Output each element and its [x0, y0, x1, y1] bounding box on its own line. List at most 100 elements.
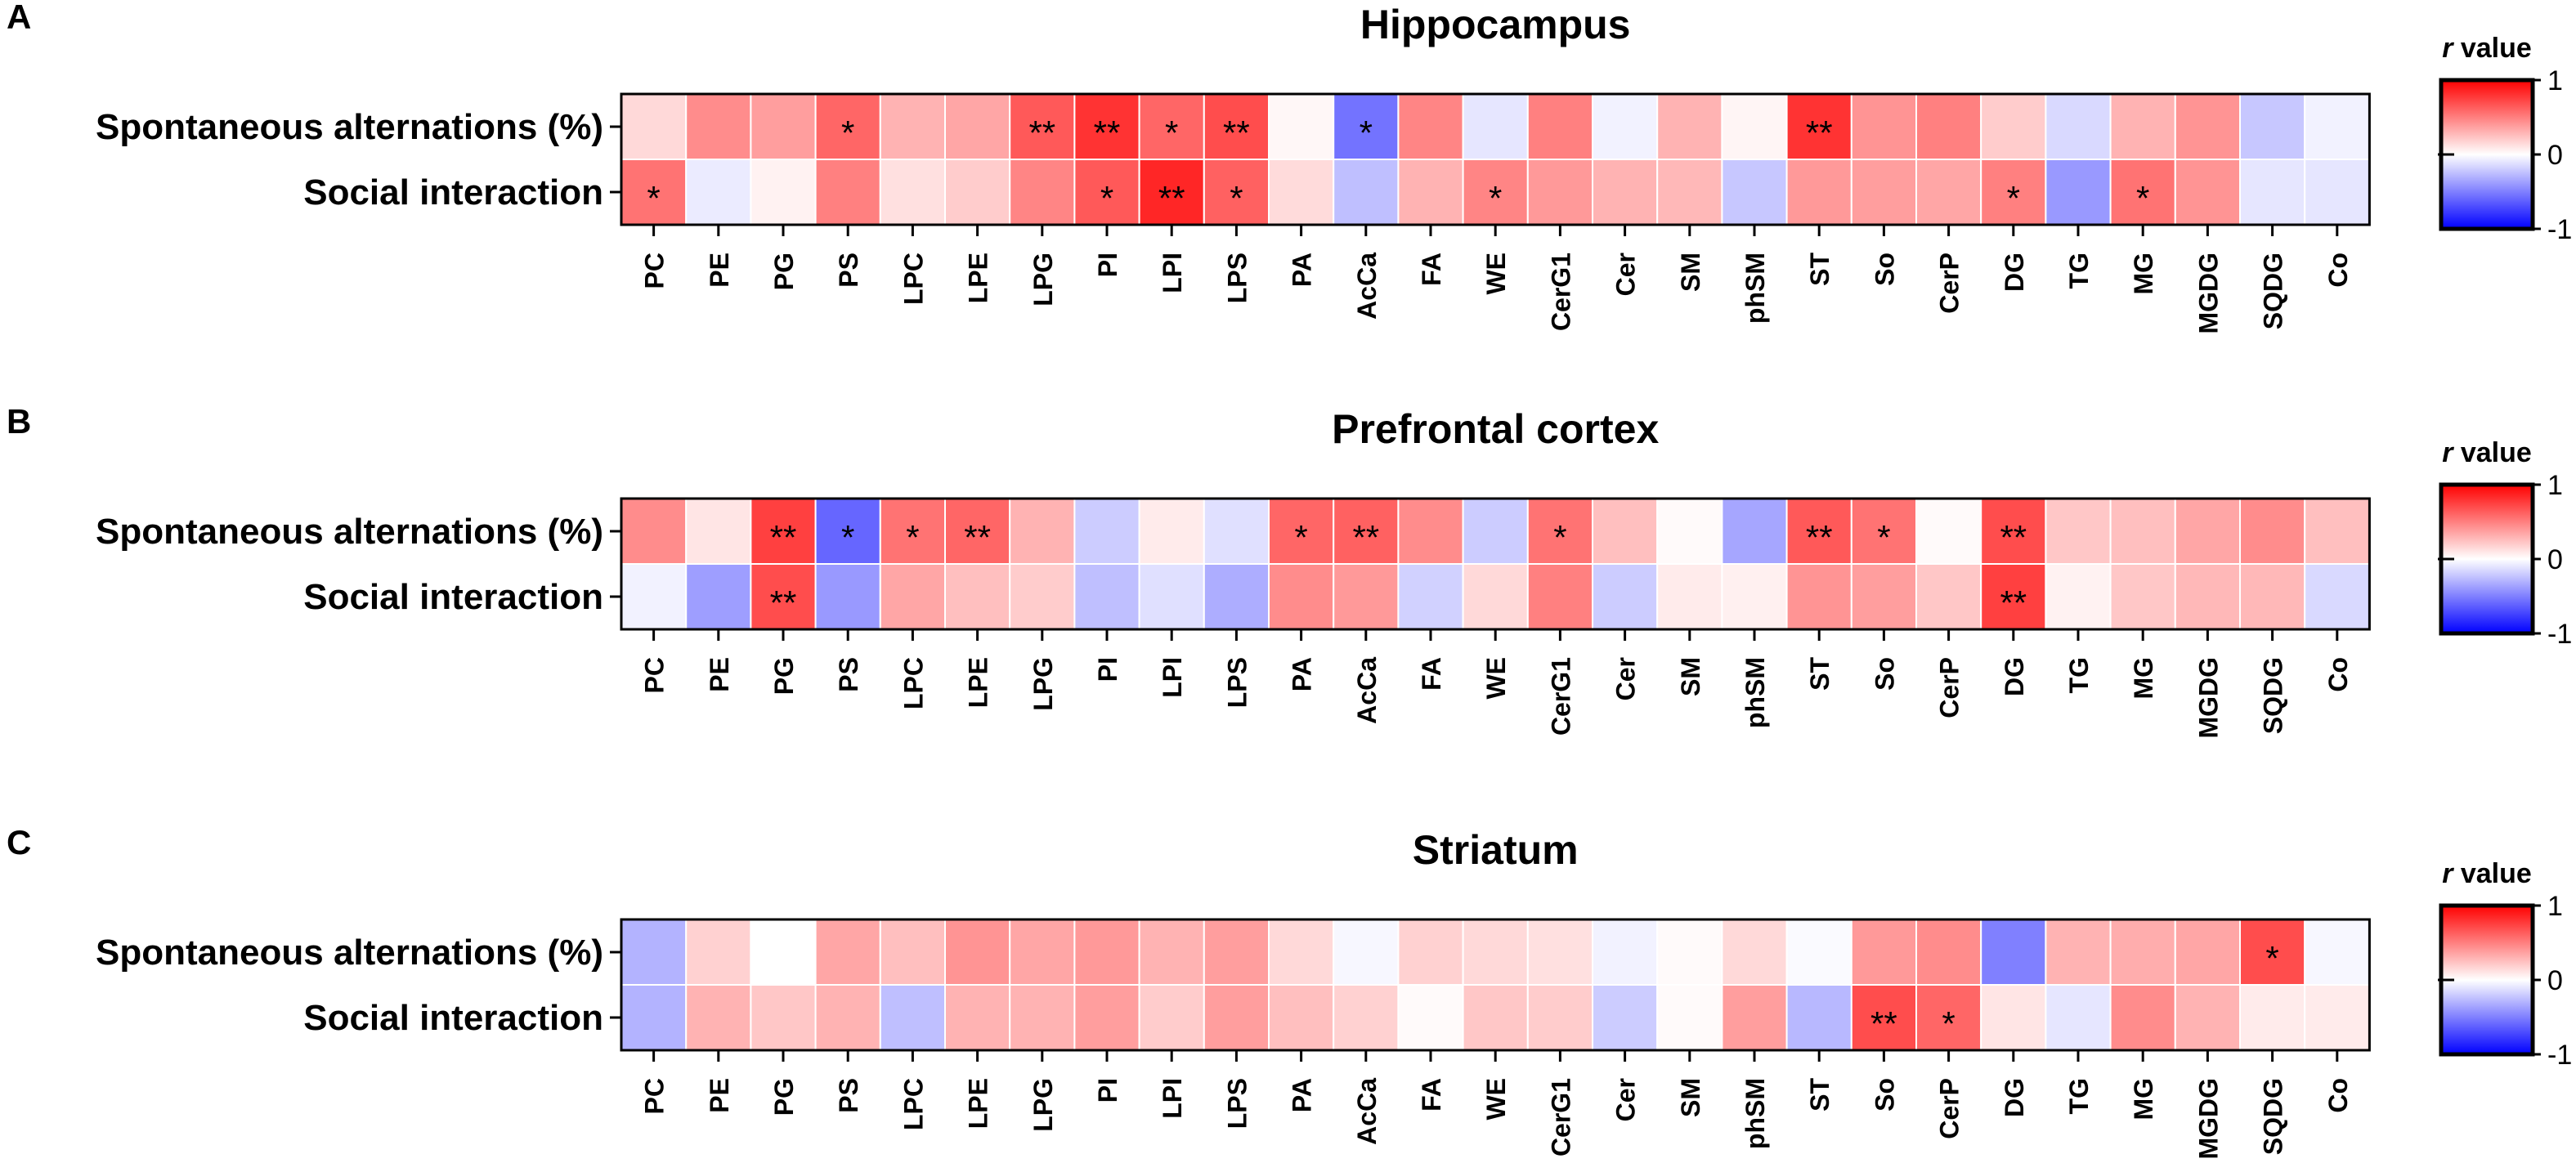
heatmap-cell: [2239, 159, 2306, 226]
row-label: Social interaction: [303, 172, 603, 212]
colorbar-tick-label: 0: [2547, 965, 2563, 996]
heatmap-cell: [1138, 498, 1205, 565]
panel-label: A: [7, 0, 31, 36]
column-label: PC: [640, 1078, 670, 1114]
heatmap-cell: [879, 563, 947, 630]
heatmap-cell: [1915, 159, 1982, 226]
heatmap-cell: [1915, 498, 1982, 565]
colorbar-title: r value: [2442, 858, 2532, 889]
heatmap-cell: [1980, 93, 2047, 160]
column-label: PS: [834, 657, 863, 692]
heatmap-cell: [1526, 984, 1594, 1051]
heatmap-cell: [814, 984, 881, 1051]
heatmap-cell: [1462, 93, 1529, 160]
significance-mark: **: [1352, 518, 1379, 557]
heatmap-cell: [2239, 498, 2306, 565]
heatmap-cells: *******************: [620, 93, 2371, 226]
column-label: WE: [1481, 1078, 1511, 1121]
heatmap-cell: [1268, 563, 1335, 630]
heatmap-cell: [1592, 919, 1659, 986]
heatmap-cells: *******************: [620, 498, 2371, 630]
heatmap-cell: [1138, 159, 1205, 226]
heatmap-cell: [2045, 93, 2112, 160]
heatmap-cell: [1785, 919, 1852, 986]
heatmap-cell: [944, 563, 1011, 630]
heatmap-cell: [1721, 984, 1788, 1051]
column-label: ST: [1805, 1078, 1835, 1112]
heatmap-cell: [1721, 498, 1788, 565]
column-label: CerP: [1935, 1078, 1964, 1139]
column-label: LPS: [1222, 253, 1252, 303]
heatmap-cell: [2304, 919, 2371, 986]
significance-mark: **: [2000, 584, 2027, 622]
column-label: DG: [2000, 1078, 2029, 1117]
heatmap-cell: [1915, 563, 1982, 630]
heatmap-cell: [1333, 159, 1400, 226]
column-label: PC: [640, 657, 670, 693]
significance-mark: **: [1870, 1004, 1897, 1043]
heatmap-cell: [2045, 919, 2112, 986]
heatmap-cell: [2239, 563, 2306, 630]
column-label: SQDG: [2259, 1078, 2288, 1155]
heatmap-cell: [1592, 159, 1659, 226]
heatmap-cell: [1526, 563, 1594, 630]
heatmap-cell: [2304, 93, 2371, 160]
row-label: Spontaneous alternations (%): [96, 107, 603, 147]
panel-title: Hippocampus: [1360, 2, 1631, 47]
column-label: LPI: [1158, 1078, 1187, 1119]
heatmap-cell: [2109, 93, 2176, 160]
column-label: TG: [2064, 1078, 2094, 1114]
column-label: PS: [834, 1078, 863, 1113]
heatmap-cell: [1462, 563, 1529, 630]
column-label: So: [1870, 253, 1899, 286]
heatmap-cell: [620, 498, 688, 565]
column-label: So: [1870, 657, 1899, 691]
column-label: CerG1: [1546, 1078, 1575, 1156]
heatmap-cell: [1138, 563, 1205, 630]
significance-mark: **: [1158, 179, 1185, 217]
column-label: LPI: [1158, 657, 1187, 698]
heatmap-cell: [2109, 919, 2176, 986]
heatmap-cell: [2304, 498, 2371, 565]
panel-title: Striatum: [1413, 827, 1579, 873]
column-label: PC: [640, 253, 670, 289]
column-label: Co: [2323, 1078, 2353, 1113]
heatmap-cell: [620, 563, 688, 630]
column-label: LPE: [964, 253, 993, 303]
column-label: SQDG: [2259, 657, 2288, 734]
heatmap-cell: [1721, 563, 1788, 630]
heatmap-cell: [1592, 984, 1659, 1051]
column-label: MGDG: [2193, 253, 2223, 334]
heatmap-cell: [1656, 93, 1723, 160]
column-label: LPG: [1028, 253, 1058, 306]
heatmap-cell: [1850, 159, 1918, 226]
column-label: PI: [1093, 657, 1122, 682]
heatmap-cell: [2109, 984, 2176, 1051]
significance-mark: **: [770, 584, 797, 622]
heatmap-cell: [1073, 498, 1140, 565]
heatmap-cell: [1268, 498, 1335, 565]
panel-a: A Hippocampus* ** ** * ** * *** * ** * * * *Spontaneo…: [7, 0, 2572, 334]
heatmap-cell: [2045, 984, 2112, 1051]
column-label: Co: [2323, 253, 2353, 288]
heatmap-cell: [2174, 159, 2242, 226]
heatmap-cell: [1785, 159, 1852, 226]
significance-mark: *: [841, 114, 854, 152]
column-label: phSM: [1740, 1078, 1770, 1149]
significance-mark: *: [906, 518, 919, 557]
heatmap-cell: [879, 984, 947, 1051]
heatmap-cell: [750, 498, 817, 565]
column-label: SM: [1676, 657, 1705, 696]
column-label: CerG1: [1546, 253, 1575, 331]
column-label: PA: [1288, 657, 1317, 691]
column-label: SM: [1676, 253, 1705, 292]
heatmap-cell: [1397, 563, 1464, 630]
heatmap-cell: [685, 93, 752, 160]
heatmap-cell: [750, 93, 817, 160]
column-label: ST: [1805, 657, 1835, 691]
heatmap-cell: [1656, 984, 1723, 1051]
heatmap-cell: [1138, 984, 1205, 1051]
column-label: FA: [1417, 1078, 1446, 1112]
row-label: Spontaneous alternations (%): [96, 933, 603, 973]
